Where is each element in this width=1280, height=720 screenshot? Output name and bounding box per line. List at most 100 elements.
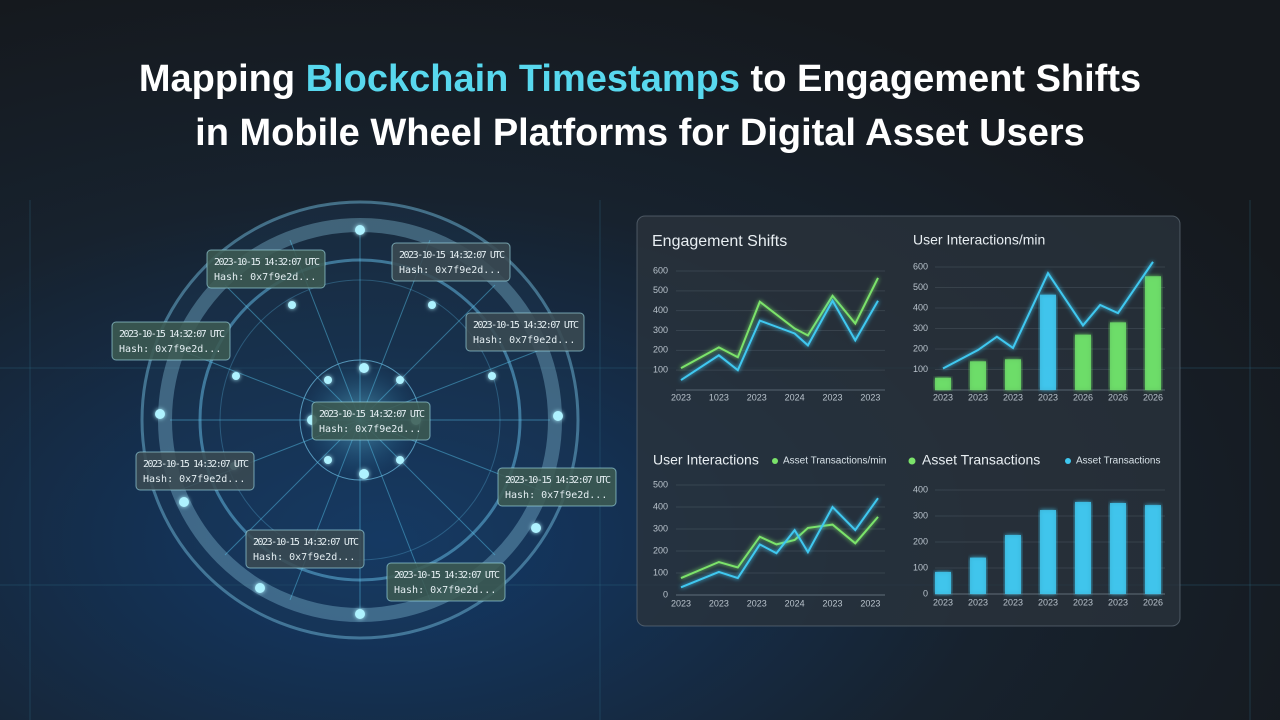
x-tick-label: 2023 [1108,597,1128,607]
bar [1110,503,1126,594]
x-tick-label: 2023 [823,598,843,608]
x-tick-label: 2023 [860,392,880,402]
timestamp-card [206,249,326,289]
y-tick-label: 600 [913,261,928,271]
timestamp-card [135,451,255,491]
x-tick-label: 2023 [968,392,988,402]
y-tick-label: 0 [923,588,928,598]
y-tick-label: 100 [913,364,928,374]
y-tick-label: 200 [653,545,668,555]
y-tick-label: 500 [653,285,668,295]
legend-label: Asset Transactions/min [783,456,886,467]
chart-title: User Interactions/min [913,232,1045,248]
x-tick-label: 2026 [1108,392,1128,402]
title: Mapping Blockchain Timestamps to Engagem… [0,52,1280,160]
y-tick-label: 300 [653,523,668,533]
y-tick-label: 200 [913,536,928,546]
y-tick-label: 300 [653,325,668,335]
legend-label: Asset Transactions [1076,456,1160,467]
hash: Hash: 0x7f9e2d... [399,265,501,276]
x-tick-label: 2026 [1073,392,1093,402]
x-tick-label: 2024 [785,392,805,402]
bar [970,361,986,390]
timestamp: 2023-10-15 14:32:07 UTC [119,329,225,340]
timestamp: 2023-10-15 14:32:07 UTC [319,409,425,420]
y-tick-label: 100 [913,562,928,572]
x-tick-label: 2023 [1038,392,1058,402]
x-tick-label: 2024 [785,598,805,608]
y-tick-label: 200 [653,345,668,355]
y-tick-label: 400 [913,302,928,312]
chart-title: Asset Transactions [922,452,1040,468]
x-tick-label: 2023 [1038,597,1058,607]
y-tick-label: 500 [653,479,668,489]
bar [1040,294,1056,390]
timestamp: 2023-10-15 14:32:07 UTC [505,475,611,486]
y-tick-label: 600 [653,265,668,275]
bar [1110,322,1126,390]
timestamp: 2023-10-15 14:32:07 UTC [399,250,505,261]
title-line-1: Mapping Blockchain Timestamps to Engagem… [0,52,1280,106]
hash: Hash: 0x7f9e2d... [319,424,421,435]
bar [1040,510,1056,594]
y-tick-label: 100 [653,365,668,375]
bar [1005,534,1021,594]
title-part: to Engagement Shifts [750,58,1142,100]
timestamp: 2023-10-15 14:32:07 UTC [214,257,320,268]
line [942,261,1154,370]
x-tick-label: 2023 [823,392,843,402]
bar [935,571,951,594]
timestamp-card [111,321,231,361]
x-tick-label: 2023 [860,598,880,608]
bar [1145,505,1161,594]
x-tick-label: 2023 [1073,597,1093,607]
bar [970,557,986,594]
title-line-2: in Mobile Wheel Platforms for Digital As… [195,112,1085,154]
hash: Hash: 0x7f9e2d... [214,272,316,283]
x-tick-label: 2026 [1143,392,1163,402]
y-tick-label: 200 [913,343,928,353]
timestamp: 2023-10-15 14:32:07 UTC [253,537,359,548]
y-tick-label: 400 [653,305,668,315]
bar [935,377,951,390]
timestamp-card [386,562,506,602]
timestamp-card [465,312,585,352]
timestamp-card [245,529,365,569]
dashboard-panel [636,215,1181,627]
y-tick-label: 500 [913,282,928,292]
y-tick-label: 400 [913,484,928,494]
y-tick-label: 300 [913,323,928,333]
x-tick-label: 2026 [1143,597,1163,607]
title-marker [908,457,916,465]
hash: Hash: 0x7f9e2d... [143,474,245,485]
hash: Hash: 0x7f9e2d... [119,344,221,355]
hash: Hash: 0x7f9e2d... [253,552,355,563]
timestamp: 2023-10-15 14:32:07 UTC [143,459,249,470]
x-tick-label: 2023 [933,597,953,607]
y-tick-label: 0 [663,589,668,599]
x-tick-label: 2023 [747,598,767,608]
y-tick-label: 400 [653,501,668,511]
x-tick-label: 1023 [709,392,729,402]
x-tick-label: 2023 [671,598,691,608]
bar [1075,501,1091,594]
chart-title: User Interactions [653,452,759,468]
legend-marker [772,458,778,464]
line [680,277,879,370]
x-tick-label: 2023 [709,598,729,608]
bar [1005,359,1021,390]
title-highlight: Blockchain Timestamps [305,58,740,100]
chart-title: Engagement Shifts [652,233,787,250]
hash: Hash: 0x7f9e2d... [505,490,607,501]
x-tick-label: 2023 [1003,597,1023,607]
x-tick-label: 2023 [1003,392,1023,402]
legend-marker [1065,458,1071,464]
line [680,298,879,381]
timestamp: 2023-10-15 14:32:07 UTC [473,320,579,331]
y-tick-label: 100 [653,567,668,577]
line [680,497,879,589]
x-tick-label: 2023 [671,392,691,402]
bar [1145,276,1161,390]
